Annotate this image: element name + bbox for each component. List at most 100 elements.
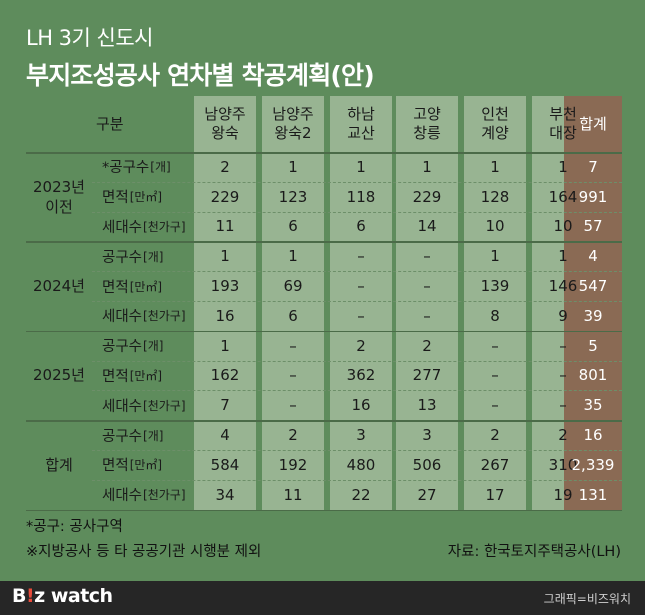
footnote-gonggu: *공구: 공사구역 [26, 519, 123, 535]
column-header: 남양주 왕숙 [194, 96, 256, 152]
table-cell: 6 [288, 217, 298, 236]
table-cell: 19 [553, 485, 573, 504]
table-cell: 2 [422, 336, 432, 355]
table-cell: 1 [490, 157, 500, 176]
row-divider [92, 301, 622, 302]
table-cell: 139 [480, 277, 510, 296]
table-cell: 9 [558, 306, 568, 325]
table-cell: 1 [220, 247, 230, 266]
column-header-line: 왕숙2 [274, 124, 312, 142]
table-cell: 16 [215, 306, 235, 325]
column-header-line: 고양 [413, 105, 441, 123]
total-value: 35 [583, 396, 603, 415]
table-cell: 362 [346, 366, 376, 385]
row-label-unit: [만㎡] [129, 458, 163, 473]
row-label-unit: [천가구] [143, 398, 186, 413]
table-cell: 4 [220, 426, 230, 445]
table-cell: 27 [417, 485, 437, 504]
row-divider [92, 390, 622, 392]
table-cell: – [423, 247, 431, 266]
group-divider [26, 420, 622, 422]
table-cell: 506 [412, 455, 442, 474]
total-value: 39 [583, 306, 603, 325]
row-label-text: 세대수 [102, 488, 143, 505]
chart-title-line2: 부지조성공사 연차별 착공계획(안) [26, 61, 375, 90]
table-cell: 277 [412, 366, 442, 385]
row-label-unit: [개] [143, 428, 164, 443]
table-cell: 22 [351, 485, 371, 504]
column-header: 인천 계양 [464, 96, 526, 152]
table-cell: 6 [356, 217, 366, 236]
year-label-line: 2023년 [33, 177, 85, 196]
row-label-text: 면적 [102, 279, 129, 296]
total-value: 131 [578, 485, 608, 504]
year-label: 합계 [26, 420, 92, 509]
year-label-line: 2024년 [33, 277, 85, 296]
table-cell: 480 [346, 455, 376, 474]
column-header-line: 합계 [579, 114, 607, 133]
graphic-credit: 그래픽=비즈워치 [543, 592, 631, 606]
row-label-unit: [개] [143, 339, 164, 354]
table-cell: – [289, 396, 297, 415]
table-cell: 1 [220, 336, 230, 355]
table-cell: 267 [480, 455, 510, 474]
column-header: 고양 창릉 [396, 96, 458, 152]
row-label: 세대수 [천가구] [92, 390, 194, 420]
table-cell: 34 [215, 485, 235, 504]
row-label-text: 공구수 [102, 249, 143, 266]
table-cell: 1 [558, 157, 568, 176]
column-header-line: 계양 [481, 124, 509, 142]
row-divider [92, 181, 622, 183]
column-header-line: 창릉 [413, 124, 441, 142]
row-label: 면적 [만㎡] [92, 182, 194, 212]
table-cell: 17 [485, 485, 505, 504]
column-header-line: 부천 [549, 105, 577, 123]
row-label: 공구수 [개] [92, 420, 194, 450]
row-label: 공구수 [개] [92, 331, 194, 361]
total-value: 16 [583, 426, 603, 445]
table-cell: – [491, 366, 499, 385]
table-cell: 1 [422, 157, 432, 176]
table-cell: 1 [558, 247, 568, 266]
column-background [330, 96, 392, 510]
column-background [262, 96, 324, 510]
table-cell: 14 [417, 217, 437, 236]
table-cell: 310 [548, 455, 578, 474]
row-label: 세대수 [천가구] [92, 480, 194, 510]
table-cell: – [357, 306, 365, 325]
row-label: 공구수 [개] [92, 241, 194, 271]
table-cell: – [559, 396, 567, 415]
table-cell: 584 [210, 455, 240, 474]
column-header: 남양주 왕숙2 [262, 96, 324, 152]
row-label-text: *공구수 [102, 160, 150, 177]
table-cell: 128 [480, 187, 510, 206]
row-label-text: 면적 [102, 190, 129, 207]
row-label-text: 면적 [102, 458, 129, 475]
total-value: 4 [588, 247, 598, 266]
header-corner-label: 구분 [96, 114, 124, 133]
table-cell: 2 [356, 336, 366, 355]
year-label-line: 합계 [45, 455, 73, 474]
total-value: 5 [588, 336, 598, 355]
row-label: 세대수 [천가구] [92, 212, 194, 242]
table-cell: – [357, 277, 365, 296]
column-background [194, 96, 256, 510]
column-background [396, 96, 458, 510]
row-label-unit: [만㎡] [129, 279, 163, 294]
table-cell: 146 [548, 277, 578, 296]
row-label-text: 세대수 [102, 219, 143, 236]
row-label-text: 면적 [102, 368, 129, 385]
total-value: 547 [578, 277, 608, 296]
table-cell: 3 [356, 426, 366, 445]
group-divider [26, 509, 622, 512]
column-background [464, 96, 526, 510]
total-value: 2,339 [571, 455, 615, 474]
row-divider [92, 211, 622, 213]
row-label-unit: [만㎡] [129, 190, 163, 205]
year-label: 2023년 이전 [26, 152, 92, 241]
footnote-exclusion: ※지방공사 등 타 공공기관 시행분 제외 [26, 544, 262, 560]
table-cell: 2 [558, 426, 568, 445]
column-header: 부천 대장 [532, 96, 594, 152]
group-divider [26, 330, 622, 333]
column-header-line: 교산 [347, 124, 375, 142]
